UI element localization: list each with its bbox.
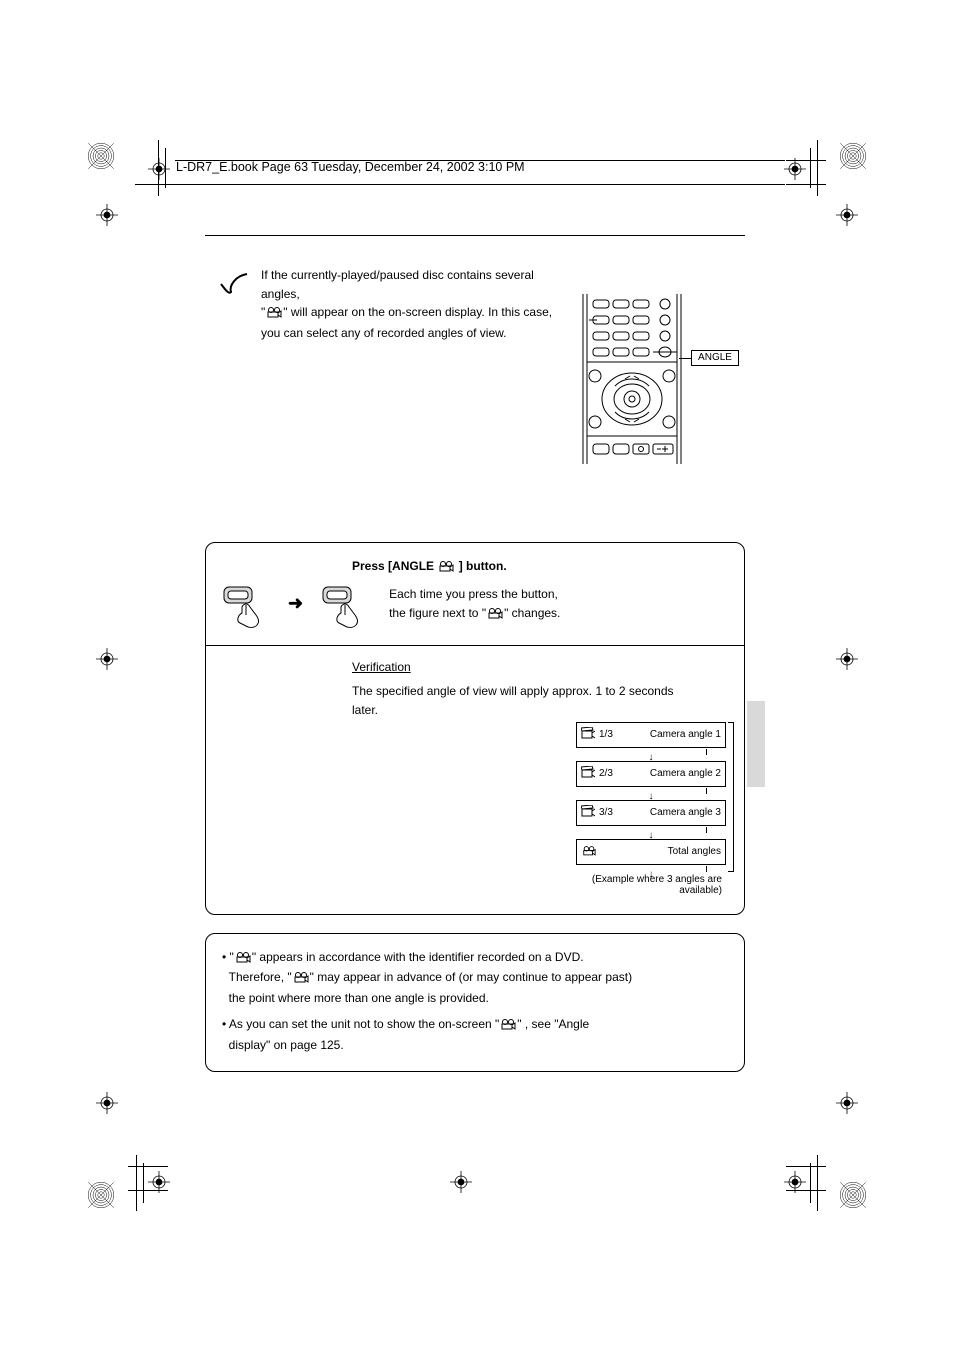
camera-icon (438, 559, 454, 578)
p2-l4a: As you can set the unit not to show the … (229, 1017, 499, 1031)
camera-icon (582, 843, 596, 861)
angle-display-row: 1/3 Camera angle 1 (576, 722, 726, 748)
slate-icon (581, 765, 595, 783)
top-rule (205, 235, 745, 236)
printer-mark-crosshair (96, 204, 118, 226)
printer-mark-crosshair (96, 1092, 118, 1114)
angle-value: 3/3 (599, 807, 613, 818)
header-frame-right (786, 148, 826, 184)
p2-l5: display" on page 125. (229, 1038, 344, 1052)
intro-line2-pre: " (261, 305, 265, 319)
intro-line1: If the currently-played/paused disc cont… (261, 268, 534, 301)
angle-name: Camera angle 1 (650, 729, 725, 740)
angle-caption: (Example where 3 angles are available) (576, 874, 726, 896)
press-button-icon (222, 585, 270, 631)
angle-name: Camera angle 2 (650, 768, 725, 779)
p2-l1a: " (230, 950, 234, 964)
p2-l3: the point where more than one angle is p… (229, 991, 489, 1005)
remote-callout-label: ANGLE (691, 350, 739, 366)
slate-icon (581, 804, 595, 822)
verification-label: Verification (352, 660, 411, 674)
camera-icon (293, 970, 309, 989)
arrow-right-icon: ➜ (288, 593, 303, 614)
angle-diagram: 1/3 Camera angle 1 ↓ 2/3 Camera angle 2 … (576, 722, 726, 896)
angle-display-row: 3/3 Camera angle 3 (576, 800, 726, 826)
printer-mark-crosshair (836, 648, 858, 670)
content: If the currently-played/paused disc cont… (205, 235, 745, 1072)
step1-title-b: ] button. (455, 559, 506, 573)
slate-icon (581, 726, 595, 744)
camera-icon (235, 950, 251, 969)
intro-line3: you can select any of recorded angles of… (261, 326, 506, 340)
angle-value: 1/3 (599, 729, 613, 740)
angle-display-row: Total angles (576, 839, 726, 865)
header-filename: L-DR7_E.book Page 63 Tuesday, December 2… (176, 160, 525, 174)
printer-mark-spiral (837, 140, 869, 172)
panel-notes: • "" appears in accordance with the iden… (205, 933, 745, 1072)
callout-leader (679, 358, 691, 359)
angle-name: Camera angle 3 (650, 807, 725, 818)
press-button-icon (321, 585, 369, 631)
intro-block: If the currently-played/paused disc cont… (205, 266, 745, 342)
angle-display-row: 2/3 Camera angle 2 (576, 761, 726, 787)
footer-frame-left (128, 1167, 168, 1203)
step1-line2b: " changes. (504, 606, 560, 620)
camera-icon (487, 606, 503, 625)
p2-l4b: " , see "Angle (517, 1017, 589, 1031)
step1-line1: Each time you press the button, (389, 587, 558, 601)
p2-l2a: Therefore, " (229, 970, 292, 984)
printer-mark-spiral (85, 140, 117, 172)
printer-mark-crosshair (836, 204, 858, 226)
printer-mark-crosshair (96, 648, 118, 670)
printer-mark-spiral (85, 1179, 117, 1211)
printer-mark-spiral (837, 1179, 869, 1211)
printer-mark-crosshair (450, 1171, 472, 1193)
angle-name: Total angles (668, 846, 725, 857)
p2-l2b: " may appear in advance of (or may conti… (310, 970, 632, 984)
verification-text: The specified angle of view will apply a… (352, 682, 682, 719)
angle-value: 2/3 (599, 768, 613, 779)
panel-step: Press [ANGLE ] button. ➜ (205, 542, 745, 914)
camera-icon (266, 305, 282, 324)
step1-title-a: Press [ANGLE (352, 559, 437, 573)
camera-icon (500, 1017, 516, 1036)
footer-frame-right (786, 1167, 826, 1203)
intro-line2-post: " will appear on the on-screen display. … (283, 305, 552, 319)
checkmark-icon (219, 272, 249, 301)
side-tab (747, 701, 765, 787)
p2-l1b: " appears in accordance with the identif… (252, 950, 584, 964)
step1-line2a: the figure next to " (389, 606, 486, 620)
page: L-DR7_E.book Page 63 Tuesday, December 2… (0, 0, 954, 1351)
remote-figure (575, 294, 689, 469)
printer-mark-crosshair (836, 1092, 858, 1114)
